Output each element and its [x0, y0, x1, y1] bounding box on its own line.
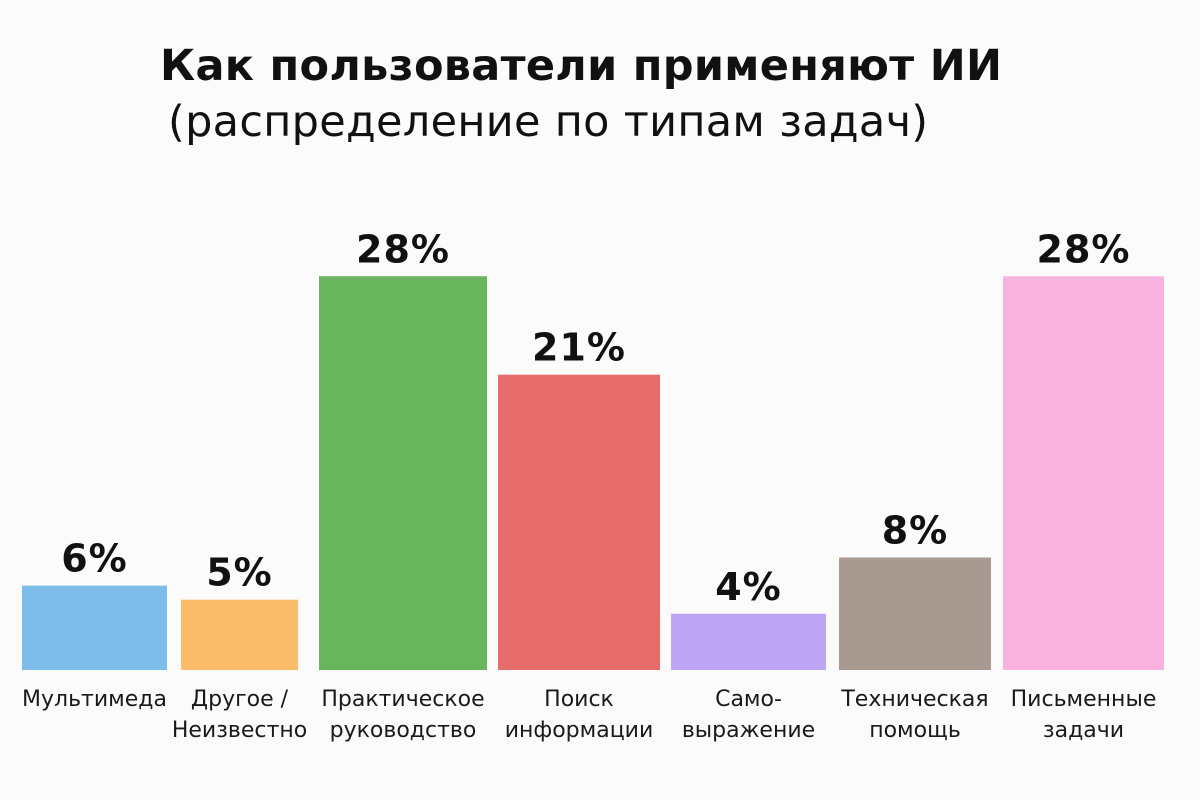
- category-label-5: Техническая помощь: [840, 687, 988, 743]
- bar-value-label-2: 28%: [356, 227, 450, 271]
- bar-0: [22, 585, 167, 670]
- category-label-line: информации: [505, 718, 654, 743]
- bar-value-label-6: 28%: [1037, 227, 1131, 271]
- category-label-line: выражение: [682, 718, 815, 743]
- category-label-line: помощь: [869, 718, 961, 743]
- category-label-4: Само-выражение: [682, 687, 815, 743]
- bar-value-label-0: 6%: [61, 537, 128, 581]
- bar-3: [498, 374, 660, 670]
- category-label-3: Поиск информации: [505, 687, 654, 743]
- category-label-line: Техническая: [840, 687, 988, 712]
- category-label-line: задачи: [1043, 718, 1124, 743]
- category-label-2: Практическое руководство: [321, 687, 484, 743]
- category-label-line: Другое /: [191, 687, 289, 712]
- chart-title-block: Как пользователи применяют ИИ (распредел…: [160, 38, 1060, 150]
- category-label-line: Само-: [715, 687, 782, 712]
- bar-5: [839, 557, 991, 670]
- category-label-line: Письменные: [1011, 687, 1157, 712]
- category-label-line: Неизвестно: [172, 718, 307, 743]
- bar-1: [181, 599, 298, 670]
- category-label-line: Практическое: [321, 687, 484, 712]
- category-label-line: Поиск: [544, 687, 614, 712]
- category-label-line: Мультимеда: [22, 687, 167, 712]
- bar-value-label-3: 21%: [532, 326, 626, 370]
- category-label-1: Другое / Неизвестно: [172, 687, 307, 743]
- bar-value-label-5: 8%: [882, 509, 949, 553]
- bar-value-label-1: 5%: [206, 551, 273, 595]
- bar-4: [671, 613, 826, 670]
- bar-2: [319, 276, 487, 670]
- category-label-0: Мультимеда: [22, 687, 167, 712]
- category-label-line: руководство: [330, 718, 477, 743]
- chart-subtitle: (распределение по типам задач): [168, 97, 929, 147]
- bar-value-label-4: 4%: [715, 565, 782, 609]
- chart-title: Как пользователи применяют ИИ: [160, 41, 1003, 91]
- bar-6: [1003, 276, 1164, 670]
- category-label-6: Письменные задачи: [1011, 687, 1157, 743]
